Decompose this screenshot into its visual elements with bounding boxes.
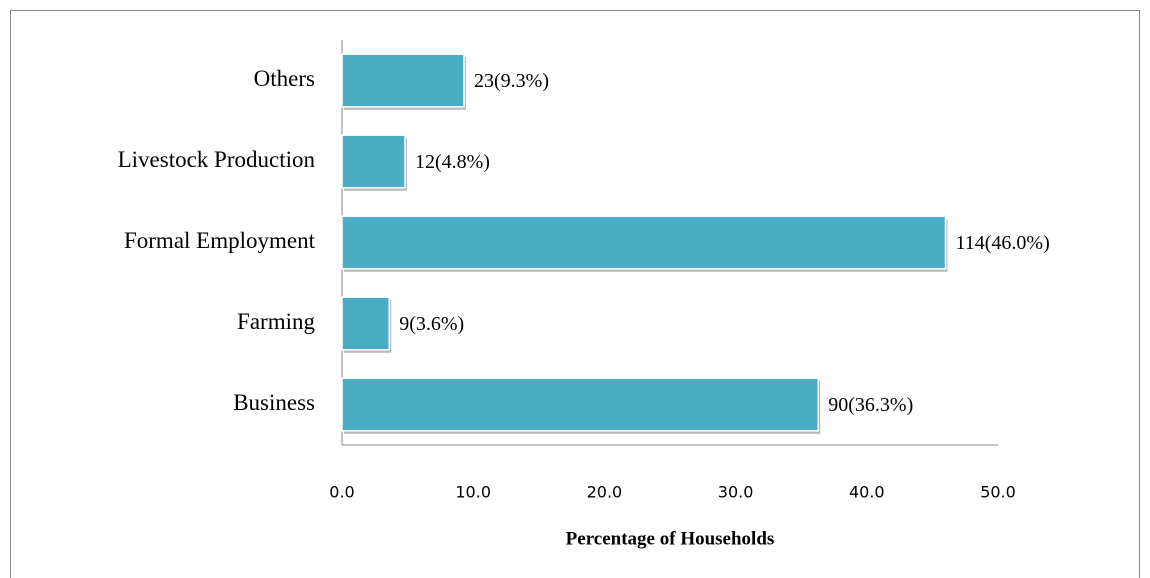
- bar: [341, 53, 465, 108]
- value-label: 114(46.0%): [956, 232, 1050, 254]
- x-tick-label: 10.0: [455, 483, 491, 502]
- y-tick-label: Farming: [237, 309, 315, 334]
- y-tick-label: Formal Employment: [124, 228, 316, 253]
- y-tick-label: Business: [233, 390, 315, 415]
- value-label: 90(36.3%): [828, 394, 913, 416]
- bar: [341, 296, 390, 351]
- x-tick-label: 50.0: [980, 483, 1016, 502]
- bar: [341, 377, 820, 432]
- x-tick-label: 0.0: [329, 483, 354, 502]
- value-label: 12(4.8%): [415, 151, 490, 173]
- x-tick-label: 40.0: [849, 483, 885, 502]
- x-tick-label: 30.0: [718, 483, 754, 502]
- x-axis-title: Percentage of Households: [566, 528, 775, 549]
- chart-border: [10, 10, 1140, 578]
- value-label: 9(3.6%): [399, 313, 464, 335]
- x-tick-label: 20.0: [587, 483, 623, 502]
- y-tick-label: Others: [254, 66, 315, 91]
- value-label: 23(9.3%): [474, 70, 549, 92]
- y-tick-label: Livestock Production: [118, 147, 316, 172]
- bar: [341, 215, 947, 270]
- bar: [341, 134, 406, 189]
